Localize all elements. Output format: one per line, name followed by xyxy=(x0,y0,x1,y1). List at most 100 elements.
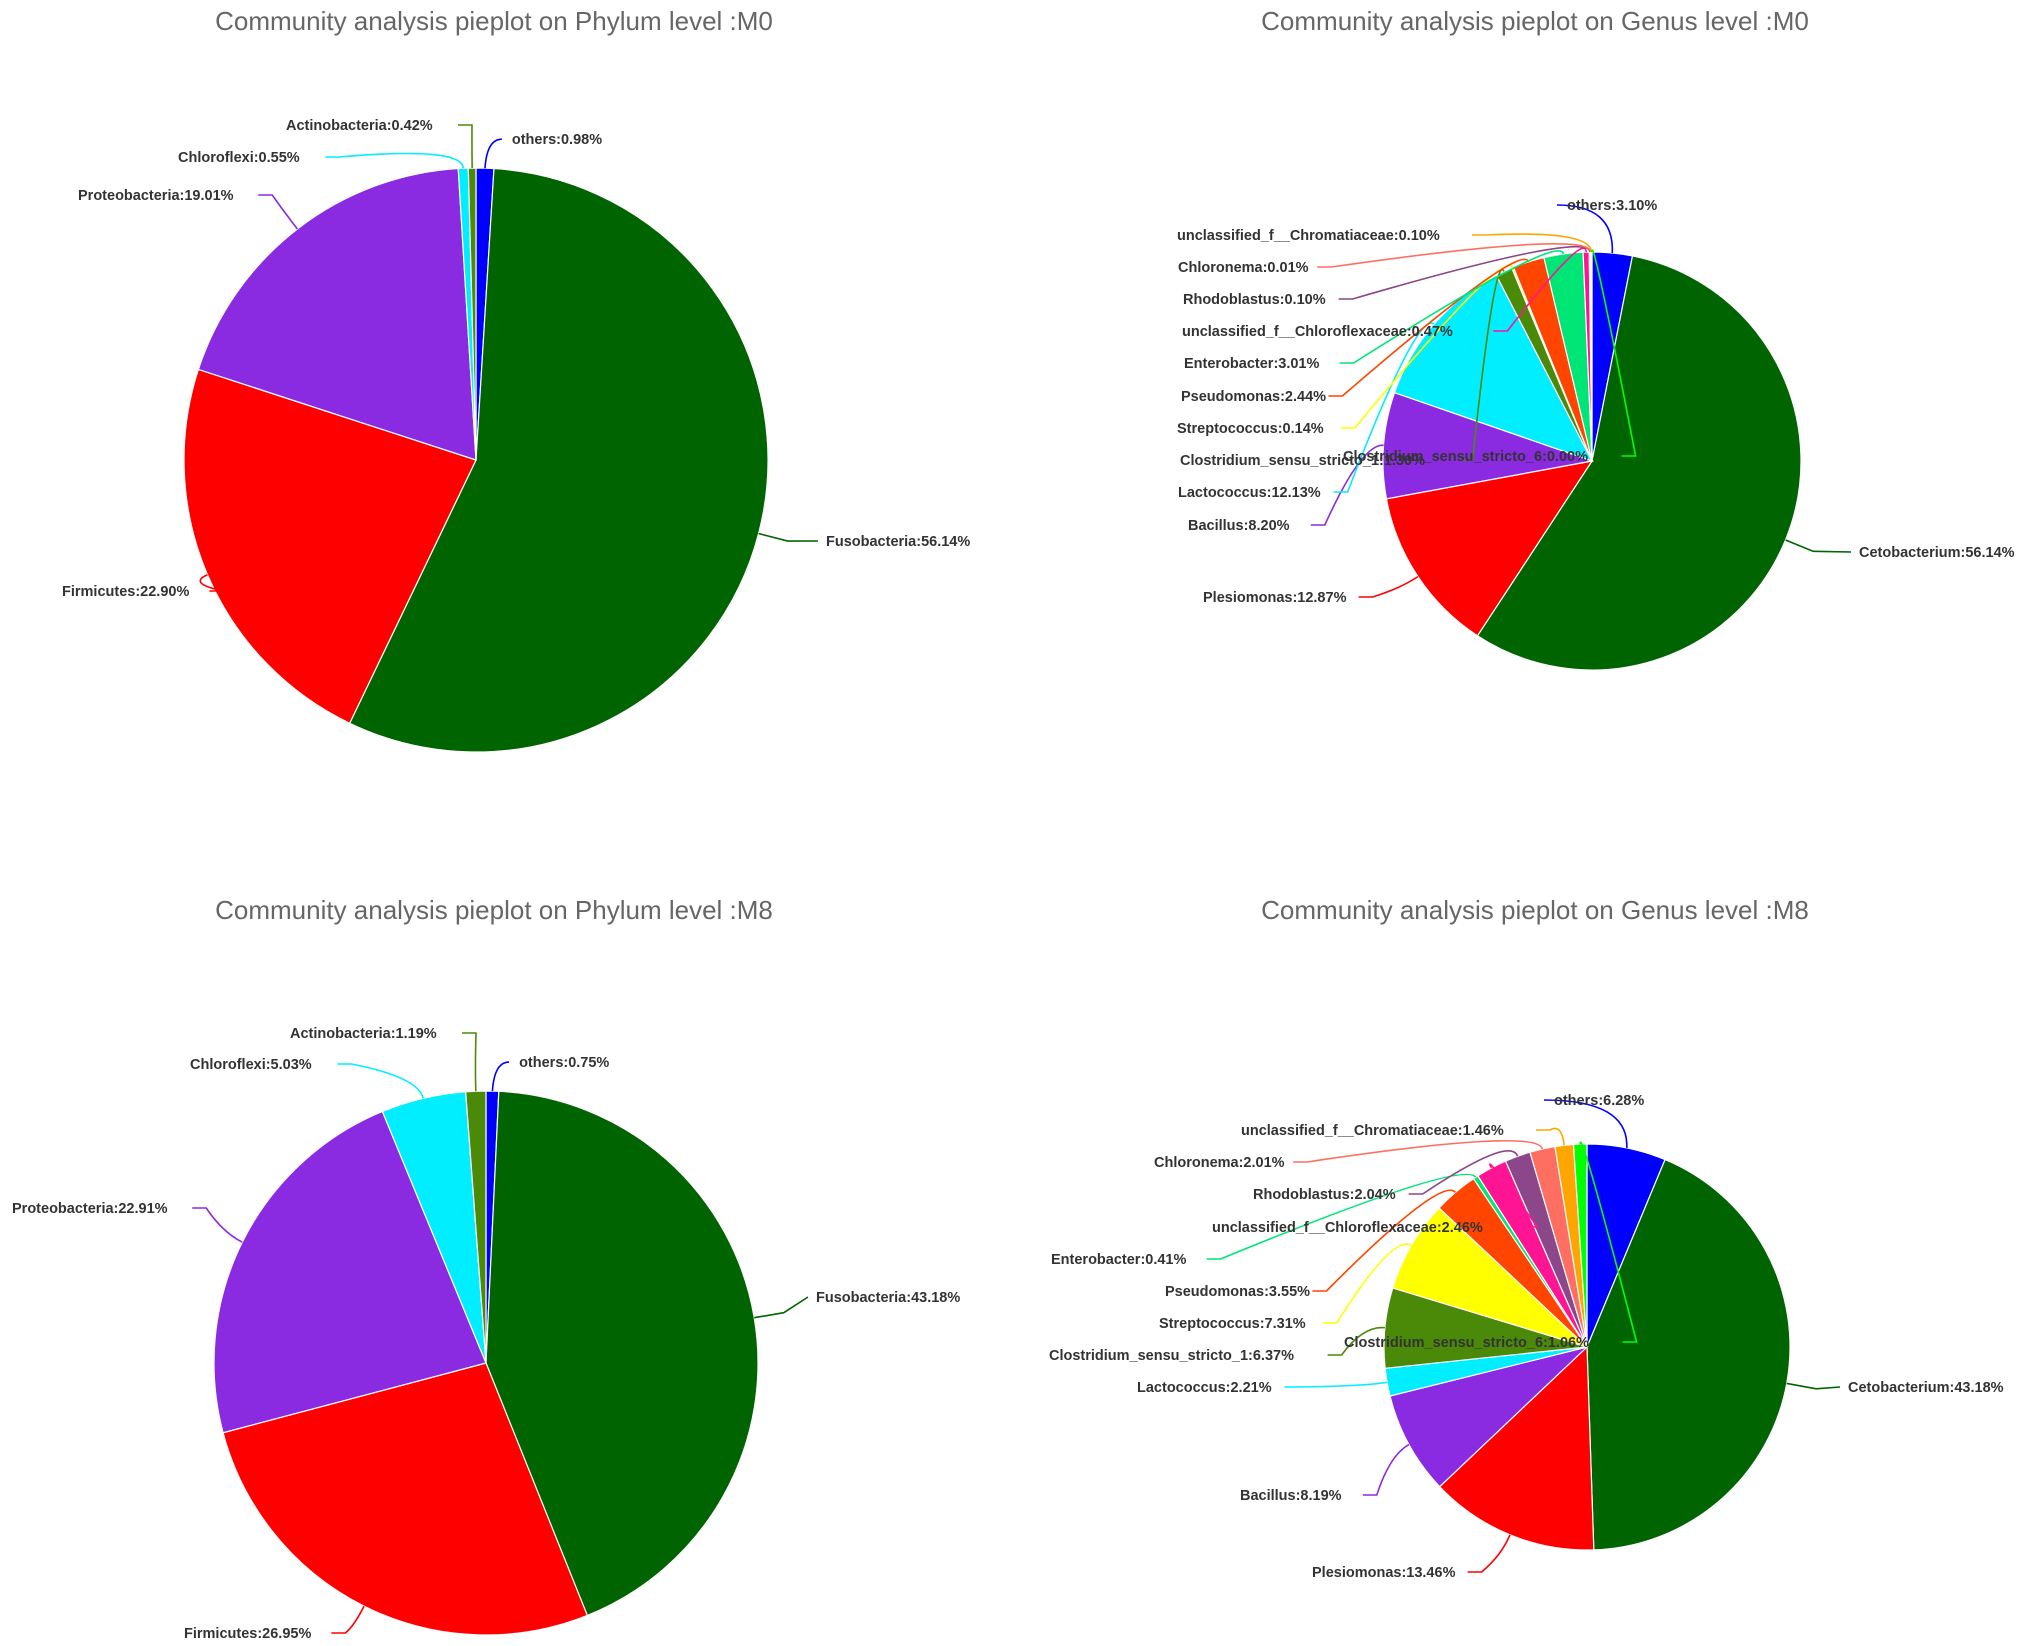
chart-title: Community analysis pieplot on Genus leve… xyxy=(1261,6,1809,36)
leader-line xyxy=(1467,1534,1511,1573)
leader-line xyxy=(484,138,502,169)
slice-label-fusobacteria: Fusobacteria:43.18% xyxy=(816,1290,960,1306)
slice-label-firmicutes: Firmicutes:22.90% xyxy=(62,584,189,600)
pie-labels: others:0.75% Fusobacteria:43.18% Firmicute… xyxy=(12,1026,960,1642)
leader-line xyxy=(337,1063,425,1099)
slice-label-clostridium-sensu-stricto-1: Clostridium_sensu_stricto_1:1.30% xyxy=(1180,453,1425,469)
pie-chart-genus-m8: Community analysis pieplot on Genus leve… xyxy=(1049,895,2004,1581)
slice-label-pseudomonas: Pseudomonas:2.44% xyxy=(1181,389,1326,405)
slice-label-unclassified-f-chromatiaceae: unclassified_f__Chromatiaceae:1.46% xyxy=(1241,1123,1504,1139)
leader-line xyxy=(1493,247,1587,332)
leader-line xyxy=(325,152,465,169)
leader-line xyxy=(258,194,299,230)
leader-line xyxy=(754,1296,809,1319)
slice-label-rhodoblastus: Rhodoblastus:0.10% xyxy=(1183,292,1326,308)
slice-label-others: others:3.10% xyxy=(1567,198,1657,214)
leader-line xyxy=(1489,1163,1539,1228)
pie-slices xyxy=(213,1090,759,1636)
leader-line xyxy=(1322,1243,1412,1324)
leader-line xyxy=(1591,249,1637,457)
chart-title: Community analysis pieplot on Genus leve… xyxy=(1261,895,1809,925)
pie-slice-plesiomonas xyxy=(1385,460,1594,637)
leader-line xyxy=(1339,250,1565,364)
slice-label-clostridium-sensu-stricto-6: Clostridium_sensu_stricto_6:0.00% xyxy=(1343,449,1588,465)
leader-line xyxy=(331,1605,365,1634)
leader-line xyxy=(1785,539,1852,553)
slice-label-streptococcus: Streptococcus:0.14% xyxy=(1177,421,1324,437)
slice-label-bacillus: Bacillus:8.20% xyxy=(1188,518,1290,534)
pie-slice-bacillus xyxy=(1389,1345,1590,1488)
pie-slice-proteobacteria xyxy=(213,1110,487,1434)
slice-label-others: others:0.75% xyxy=(519,1055,609,1071)
slice-label-plesiomonas: Plesiomonas:13.46% xyxy=(1312,1565,1456,1581)
leader-line xyxy=(1579,1141,1638,1343)
pie-slice-bacillus xyxy=(1382,391,1595,500)
slice-label-chloronema: Chloronema:2.01% xyxy=(1154,1155,1285,1171)
leader-line xyxy=(1536,1127,1566,1146)
slice-label-chloroflexi: Chloroflexi:5.03% xyxy=(190,1057,312,1073)
slice-label-unclassified-f-chromatiaceae: unclassified_f__Chromatiaceae:0.10% xyxy=(1177,228,1440,244)
slice-label-firmicutes: Firmicutes:26.95% xyxy=(184,1626,311,1642)
slice-label-rhodoblastus: Rhodoblastus:2.04% xyxy=(1253,1187,1396,1203)
leader-line xyxy=(1312,1189,1457,1292)
leader-line xyxy=(1556,204,1614,254)
slice-label-streptococcus: Streptococcus:7.31% xyxy=(1159,1316,1306,1332)
slice-label-cetobacterium: Cetobacterium:43.18% xyxy=(1848,1380,2004,1396)
leader-line xyxy=(1362,1443,1410,1496)
slice-label-chloronema: Chloronema:0.01% xyxy=(1178,260,1309,276)
leader-line xyxy=(758,532,819,542)
slice-label-clostridium-sensu-stricto-1: Clostridium_sensu_stricto_1:6.37% xyxy=(1049,1348,1294,1364)
slice-label-enterobacter: Enterobacter:3.01% xyxy=(1184,356,1319,372)
pie-chart-genus-m0: Community analysis pieplot on Genus leve… xyxy=(1177,6,2015,671)
pie-labels: others:3.10% Cetobacterium:56.14% Plesiomo… xyxy=(1177,198,2015,606)
slice-label-chloroflexi: Chloroflexi:0.55% xyxy=(178,150,300,166)
pie-slice-plesiomonas xyxy=(1438,1345,1595,1551)
leader-line xyxy=(458,124,473,169)
leader-line xyxy=(1310,444,1384,526)
slice-label-lactococcus: Lactococcus:2.21% xyxy=(1137,1380,1272,1396)
pie-chart-phylum-m0: Community analysis pieplot on Phylum lev… xyxy=(62,6,970,753)
leader-line xyxy=(1293,1139,1544,1163)
leader-line xyxy=(491,1061,510,1092)
slice-label-enterobacter: Enterobacter:0.41% xyxy=(1051,1252,1186,1268)
chart-title: Community analysis pieplot on Phylum lev… xyxy=(215,895,773,925)
pie-slices xyxy=(1382,251,1802,671)
slice-label-pseudomonas: Pseudomonas:3.55% xyxy=(1165,1284,1310,1300)
leader-line xyxy=(1408,1150,1519,1195)
leader-line xyxy=(199,574,224,592)
slice-label-plesiomonas: Plesiomonas:12.87% xyxy=(1203,590,1347,606)
pie-slice-proteobacteria xyxy=(197,167,477,461)
leader-line xyxy=(462,1032,477,1092)
pie-labels: others:6.28% Cetobacterium:43.18% Plesiomo… xyxy=(1049,1093,2004,1581)
slice-label-bacillus: Bacillus:8.19% xyxy=(1240,1488,1342,1504)
pie-slice-firmicutes xyxy=(183,368,477,725)
leader-line xyxy=(1206,1173,1477,1260)
pie-slice-fusobacteria xyxy=(348,167,769,753)
pie-slices xyxy=(183,167,769,753)
leader-line xyxy=(192,1207,243,1243)
leader-line xyxy=(1328,258,1530,397)
leader-line xyxy=(1786,1382,1841,1390)
pie-chart-phylum-m8: Community analysis pieplot on Phylum lev… xyxy=(12,895,960,1642)
slice-label-lactococcus: Lactococcus:12.13% xyxy=(1178,485,1321,501)
leader-line xyxy=(1284,1381,1388,1388)
leader-line xyxy=(1338,245,1591,300)
pie-slice-clostridium-sensu-stricto-6 xyxy=(1572,1143,1588,1348)
slice-label-proteobacteria: Proteobacteria:19.01% xyxy=(78,188,234,204)
pie-labels: others:0.98% Fusobacteria:56.14% Firmicute… xyxy=(62,118,970,600)
slice-label-unclassified-f-chloroflexaceae: unclassified_f__Chloroflexaceae:2.46% xyxy=(1212,1220,1483,1236)
pie-slice-cetobacterium xyxy=(1476,255,1802,671)
chart-title: Community analysis pieplot on Phylum lev… xyxy=(215,6,773,36)
slice-label-clostridium-sensu-stricto-6: Clostridium_sensu_stricto_6:1.06% xyxy=(1344,1335,1589,1351)
leader-line xyxy=(1317,243,1592,268)
slice-label-unclassified-f-chloroflexaceae: unclassified_f__Chloroflexaceae:0.47% xyxy=(1182,324,1453,340)
slice-label-others: others:0.98% xyxy=(512,132,602,148)
leader-line xyxy=(1327,1326,1385,1356)
slice-label-proteobacteria: Proteobacteria:22.91% xyxy=(12,1201,168,1217)
slice-label-actinobacteria: Actinobacteria:0.42% xyxy=(286,118,433,134)
slice-label-cetobacterium: Cetobacterium:56.14% xyxy=(1859,545,2015,561)
pie-slice-cetobacterium xyxy=(1586,1158,1791,1551)
slice-label-others: others:6.28% xyxy=(1554,1093,1644,1109)
leader-line xyxy=(1358,575,1419,598)
